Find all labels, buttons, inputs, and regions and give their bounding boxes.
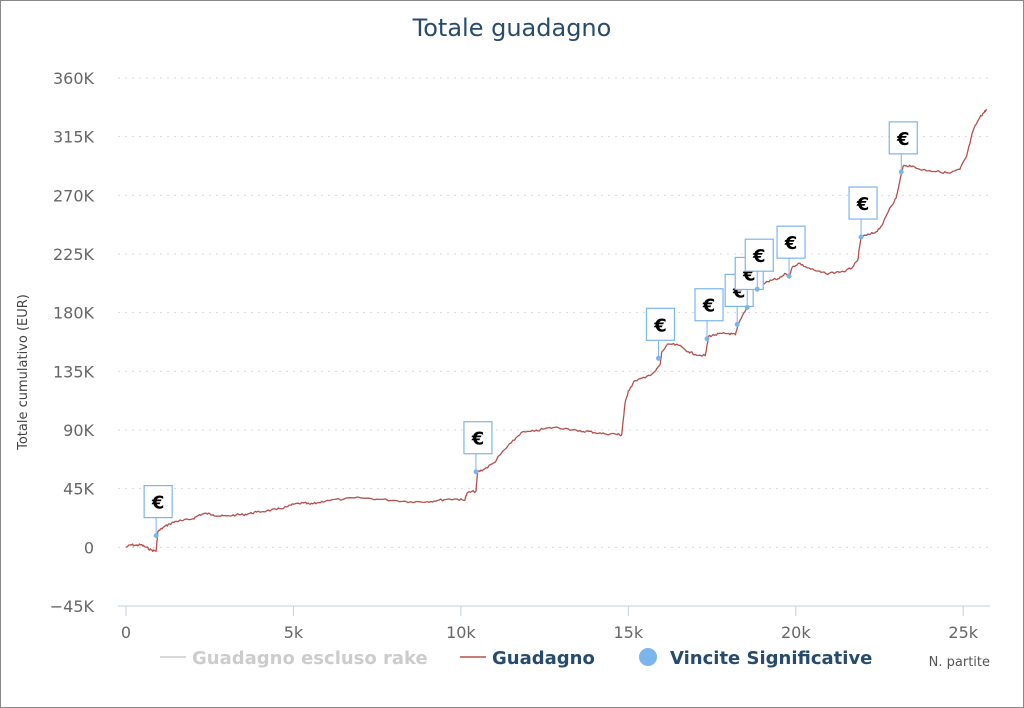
y-tick-label: 45K — [63, 480, 94, 499]
significant-win-marker — [153, 533, 159, 539]
significant-win-marker — [898, 169, 904, 175]
flag-box — [463, 421, 493, 455]
euro-icon: € — [856, 194, 870, 215]
series-layer — [125, 108, 988, 553]
euro-icon: € — [702, 296, 716, 317]
y-tick-label: 270K — [53, 186, 95, 205]
flag-box — [848, 186, 878, 220]
significant-win-marker — [754, 286, 760, 292]
legend-label: Vincite Significative — [670, 648, 872, 669]
x-tick-label: 10k — [446, 623, 476, 642]
significant-win-flag[interactable]: € — [776, 225, 806, 279]
x-tick-label: 15k — [614, 623, 644, 642]
y-tick-label: 0 — [84, 538, 94, 557]
legend-label: Guadagno — [492, 648, 595, 669]
legend: Guadagno escluso rake Guadagno Vincite Sig… — [160, 648, 872, 669]
euro-icon: € — [471, 429, 485, 450]
flag-box — [776, 225, 806, 259]
legend-item[interactable]: Vincite Significative — [639, 648, 872, 669]
significant-win-marker — [858, 234, 864, 240]
x-tick-label: 5k — [284, 623, 304, 642]
x-tick-label: 25k — [948, 623, 978, 642]
flag-box — [888, 121, 918, 155]
y-axis-label: Totale cumulativo (EUR) — [16, 294, 31, 451]
y-tick-label: 180K — [53, 304, 95, 323]
euro-icon: € — [896, 129, 910, 150]
x-tick-label: 0 — [121, 623, 131, 642]
significant-win-marker — [786, 273, 792, 279]
euro-icon: € — [784, 233, 798, 254]
euro-icon: € — [653, 315, 667, 336]
significant-win-marker — [704, 336, 710, 342]
significant-win-flag[interactable]: € — [463, 421, 493, 475]
grid-lines — [118, 77, 990, 607]
flag-box — [744, 238, 774, 272]
y-axis-ticks: −45K 0 45K 90K 135K 180K 225K 270K 315K 360K — [50, 69, 95, 616]
y-tick-label: 225K — [53, 245, 95, 264]
significant-win-flag[interactable]: € — [744, 238, 774, 292]
flag-box — [143, 485, 173, 519]
x-tick-label: 20k — [781, 623, 811, 642]
significant-win-marker — [744, 304, 750, 310]
significant-win-flag[interactable]: € — [143, 485, 173, 539]
legend-circle-icon — [639, 648, 657, 666]
significant-win-flag[interactable]: € — [848, 186, 878, 240]
y-tick-label: 315K — [53, 128, 95, 147]
significant-win-flag[interactable]: € — [888, 121, 918, 175]
y-tick-label: 135K — [53, 362, 95, 381]
significant-win-marker — [473, 469, 479, 475]
y-tick-label: 90K — [63, 421, 94, 440]
flag-box — [645, 307, 676, 341]
legend-label: Guadagno escluso rake — [192, 648, 428, 669]
significant-win-marker — [655, 355, 661, 361]
significant-win-flag[interactable]: € — [645, 307, 676, 361]
euro-icon: € — [151, 493, 165, 514]
x-axis: 0 5k 10k 15k 20k 25k — [118, 605, 990, 642]
series-line-guadagno — [125, 108, 988, 553]
significant-win-marker — [734, 321, 740, 327]
significant-wins-layer: €€€€€€€€€€ — [143, 121, 918, 539]
significant-win-flag[interactable]: € — [694, 288, 724, 342]
y-tick-label: −45K — [50, 597, 95, 616]
euro-icon: € — [752, 246, 766, 267]
y-tick-label: 360K — [53, 69, 95, 88]
flag-box — [694, 288, 724, 322]
chart-title: Totale guadagno — [412, 14, 612, 42]
legend-item[interactable]: Guadagno escluso rake — [160, 648, 428, 669]
x-axis-label: N. partite — [929, 655, 990, 670]
legend-item[interactable]: Guadagno — [460, 648, 595, 669]
